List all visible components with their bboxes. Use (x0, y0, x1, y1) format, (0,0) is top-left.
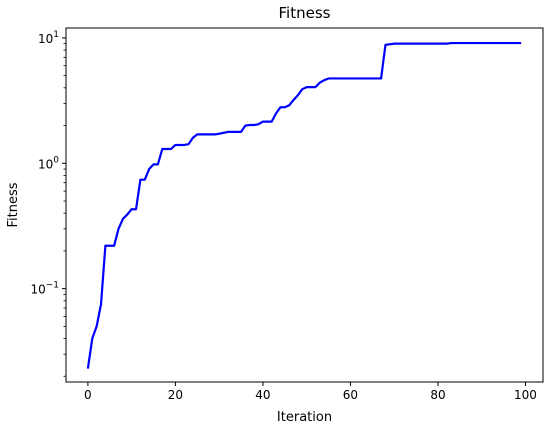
x-tick-label: 60 (343, 388, 358, 402)
x-tick-label: 0 (84, 388, 92, 402)
x-tick-label: 100 (514, 388, 537, 402)
plot-area (65, 27, 544, 383)
x-axis: 0 20 40 60 80 100 (84, 382, 537, 402)
y-tick-label: 101 (38, 30, 59, 46)
y-tick-label: 10−1 (30, 281, 59, 297)
plot-frame (65, 27, 544, 383)
chart-title: Fitness (279, 4, 331, 22)
y-axis-title: Fitness (6, 182, 21, 227)
x-axis-title: Iteration (277, 410, 332, 425)
y-tick-label: 100 (38, 155, 59, 171)
y-axis: 10−1 100 101 (30, 30, 66, 377)
series-line (86, 41, 522, 369)
x-tick-label: 80 (430, 388, 445, 402)
x-tick-label: 40 (255, 388, 270, 402)
x-tick-label: 20 (168, 388, 183, 402)
series-layer (86, 41, 522, 369)
